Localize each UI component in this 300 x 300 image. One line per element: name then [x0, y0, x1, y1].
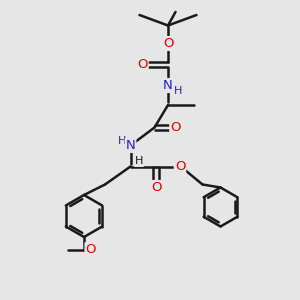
Text: O: O	[170, 121, 181, 134]
Text: O: O	[85, 243, 96, 256]
Text: H: H	[135, 156, 143, 166]
Text: O: O	[175, 160, 185, 173]
Text: O: O	[163, 37, 173, 50]
Text: O: O	[137, 58, 148, 71]
Text: O: O	[151, 181, 161, 194]
Text: N: N	[126, 139, 135, 152]
Text: H: H	[118, 136, 126, 146]
Text: H: H	[173, 86, 182, 96]
Text: N: N	[163, 79, 173, 92]
